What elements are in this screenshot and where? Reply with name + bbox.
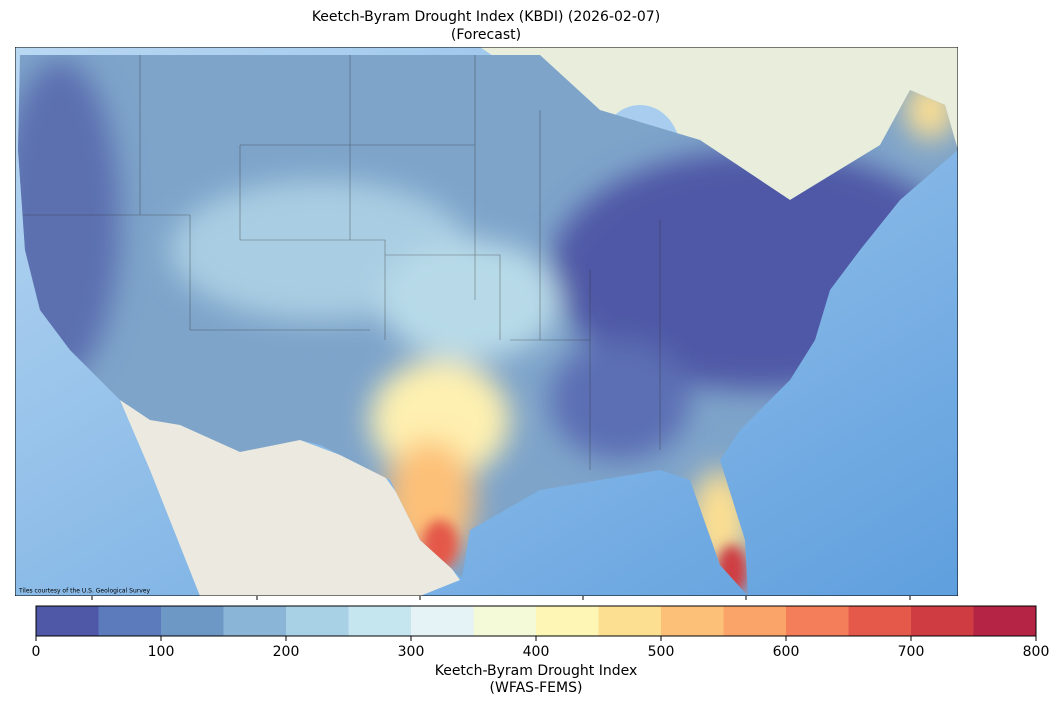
colorbar-segment xyxy=(473,606,536,636)
colorbar-segment xyxy=(286,606,349,636)
colorbar-segment xyxy=(723,606,786,636)
colorbar-label: Keetch-Byram Drought Index xyxy=(435,663,638,679)
colorbar-segment xyxy=(661,606,724,636)
colorbar: 0 100 200 300 400 500 600 700 800 xyxy=(32,605,1050,660)
colorbar-segment xyxy=(98,606,161,636)
colorbar-tick-label: 800 xyxy=(1023,644,1050,660)
colorbar-segment xyxy=(786,606,849,636)
colorbar-segment xyxy=(411,606,474,636)
colorbar-segment xyxy=(536,606,599,636)
colorbar-tick-label: 100 xyxy=(148,644,175,660)
colorbar-tick-label: 300 xyxy=(398,644,425,660)
title: Keetch-Byram Drought Index (KBDI) (2026-… xyxy=(312,9,660,25)
colorbar-segment xyxy=(911,606,974,636)
colorbar-tick-label: 400 xyxy=(523,644,550,660)
colorbar-label: (WFAS-FEMS) xyxy=(490,680,583,696)
attribution: Tiles courtesy of the U.S. Geological Su… xyxy=(18,588,150,595)
colorbar-tick-label: 500 xyxy=(648,644,675,660)
map: Tiles courtesy of the U.S. Geological Su… xyxy=(15,47,958,596)
colorbar-tick-label: 0 xyxy=(32,644,41,660)
colorbar-segment xyxy=(36,606,99,636)
map-ticks xyxy=(91,596,911,600)
colorbar-segment xyxy=(848,606,911,636)
colorbar-tick-label: 700 xyxy=(898,644,925,660)
colorbar-tick-label: 600 xyxy=(773,644,800,660)
colorbar-segment xyxy=(973,606,1036,636)
colorbar-tick-label: 200 xyxy=(273,644,300,660)
colorbar-segment xyxy=(161,606,224,636)
subtitle: (Forecast) xyxy=(451,27,521,43)
colorbar-segment xyxy=(598,606,661,636)
colorbar-segment xyxy=(223,606,286,636)
colorbar-segment xyxy=(348,606,411,636)
